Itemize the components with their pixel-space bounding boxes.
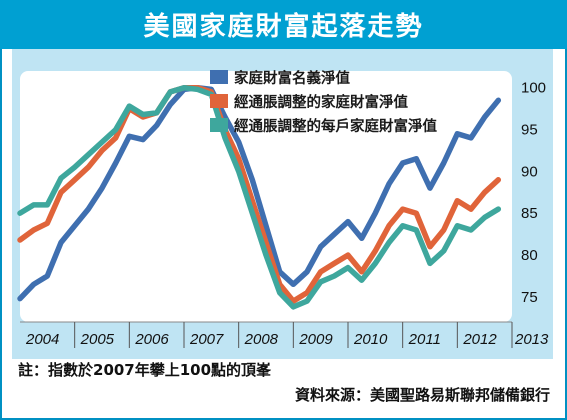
chart-panel: 75 80 85 90 95 100 2004 2005 2006 2007 2008 2009 201… <box>12 49 553 359</box>
legend-label-3: 經通脹調整的每戶家庭財富淨值 <box>234 117 437 135</box>
chart-title: 美國家庭財富起落走勢 <box>143 12 424 42</box>
chart-source: 資料來源：美國聖路易斯聯邦儲備銀行 <box>294 386 550 404</box>
x-tick-label-2004: 2004 <box>25 331 59 348</box>
plot-area <box>20 71 512 322</box>
y-tick-label-85: 85 <box>521 205 538 222</box>
x-tick-label-2005: 2005 <box>80 331 115 348</box>
x-tick-label-2010: 2010 <box>353 331 388 348</box>
x-tick-label-2008: 2008 <box>244 331 279 348</box>
x-tick-label-2013: 2013 <box>514 331 549 348</box>
x-tick-label-2007: 2007 <box>189 331 224 348</box>
series-line-2 <box>17 84 502 304</box>
series-line-1 <box>17 84 502 302</box>
x-tick-label-2011: 2011 <box>408 331 441 348</box>
y-tick-label-80: 80 <box>521 247 538 264</box>
chart-footnote: 註：指數於2007年攀上100點的頂峯 <box>18 361 272 379</box>
legend-swatch-2 <box>210 94 228 108</box>
series-line-3 <box>17 84 502 310</box>
x-tick-label-2012: 2012 <box>462 331 497 348</box>
x-tick-label-2006: 2006 <box>134 331 169 348</box>
y-tick-label-90: 90 <box>521 163 538 180</box>
legend-label-2: 經通脹調整的家庭財富淨值 <box>234 93 408 111</box>
legend-swatch-1 <box>210 70 228 84</box>
legend-swatch-3 <box>210 118 228 132</box>
y-tick-label-75: 75 <box>521 289 538 306</box>
line-chart: 75 80 85 90 95 100 2004 2005 2006 2007 2008 2009 201… <box>12 49 553 359</box>
title-bar: 美國家庭財富起落走勢 <box>0 0 567 49</box>
y-tick-label-100: 100 <box>521 80 546 97</box>
x-tick-label-2009: 2009 <box>298 331 333 348</box>
y-tick-label-95: 95 <box>521 122 538 139</box>
legend-label-1: 家庭財富名義淨值 <box>234 69 350 87</box>
